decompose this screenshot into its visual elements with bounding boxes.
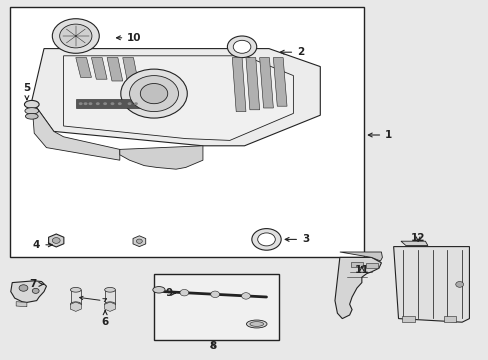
Circle shape bbox=[455, 282, 463, 287]
Polygon shape bbox=[339, 252, 382, 261]
Circle shape bbox=[60, 24, 92, 48]
Circle shape bbox=[83, 102, 87, 105]
Text: 7: 7 bbox=[29, 279, 43, 289]
Polygon shape bbox=[245, 58, 259, 110]
Bar bbox=[350, 262, 362, 267]
Polygon shape bbox=[122, 58, 138, 83]
Ellipse shape bbox=[246, 320, 266, 328]
Circle shape bbox=[134, 102, 138, 105]
Circle shape bbox=[257, 233, 275, 246]
Circle shape bbox=[79, 102, 82, 105]
Circle shape bbox=[103, 102, 107, 105]
Polygon shape bbox=[63, 56, 293, 140]
Ellipse shape bbox=[104, 302, 115, 307]
Text: 2: 2 bbox=[280, 47, 304, 57]
Circle shape bbox=[88, 102, 92, 105]
Circle shape bbox=[110, 102, 114, 105]
Bar bbox=[71, 290, 81, 304]
Circle shape bbox=[129, 76, 178, 112]
Circle shape bbox=[118, 102, 122, 105]
Polygon shape bbox=[334, 257, 381, 319]
Polygon shape bbox=[76, 58, 91, 77]
Text: 8: 8 bbox=[209, 341, 216, 351]
Text: 6: 6 bbox=[102, 311, 108, 327]
Polygon shape bbox=[107, 58, 122, 81]
Circle shape bbox=[52, 238, 60, 243]
Ellipse shape bbox=[24, 100, 39, 108]
Circle shape bbox=[180, 289, 188, 296]
Ellipse shape bbox=[104, 287, 115, 292]
Ellipse shape bbox=[152, 287, 165, 293]
Ellipse shape bbox=[25, 108, 39, 114]
Circle shape bbox=[233, 40, 250, 53]
Text: 11: 11 bbox=[354, 265, 368, 275]
Text: 12: 12 bbox=[410, 233, 425, 243]
Text: 9: 9 bbox=[165, 288, 175, 298]
Bar bbox=[365, 263, 377, 268]
Text: 1: 1 bbox=[367, 130, 391, 140]
Circle shape bbox=[251, 229, 281, 250]
Polygon shape bbox=[11, 281, 46, 302]
Polygon shape bbox=[232, 58, 245, 112]
Bar bbox=[443, 316, 455, 322]
Polygon shape bbox=[32, 101, 120, 160]
Polygon shape bbox=[400, 241, 427, 246]
Polygon shape bbox=[393, 247, 468, 322]
Text: 5: 5 bbox=[23, 83, 30, 100]
Bar bbox=[105, 290, 115, 304]
Circle shape bbox=[32, 288, 39, 293]
Ellipse shape bbox=[25, 113, 38, 119]
Polygon shape bbox=[32, 49, 320, 146]
Circle shape bbox=[121, 69, 187, 118]
Circle shape bbox=[52, 19, 99, 53]
Circle shape bbox=[136, 239, 142, 243]
Polygon shape bbox=[273, 58, 286, 106]
Polygon shape bbox=[16, 302, 27, 307]
Ellipse shape bbox=[70, 287, 81, 292]
Text: 4: 4 bbox=[33, 240, 52, 250]
Circle shape bbox=[19, 285, 28, 291]
Bar bbox=[402, 316, 414, 322]
Circle shape bbox=[140, 84, 167, 104]
Bar bbox=[154, 274, 278, 340]
Circle shape bbox=[127, 102, 131, 105]
Text: 3: 3 bbox=[285, 234, 308, 244]
Bar bbox=[76, 99, 142, 108]
Polygon shape bbox=[91, 58, 107, 79]
Circle shape bbox=[96, 102, 100, 105]
Circle shape bbox=[227, 36, 256, 58]
Polygon shape bbox=[120, 146, 203, 169]
Circle shape bbox=[210, 291, 219, 297]
Polygon shape bbox=[259, 58, 273, 108]
Ellipse shape bbox=[70, 302, 81, 307]
Bar bbox=[10, 7, 364, 257]
Ellipse shape bbox=[249, 322, 263, 326]
Text: 10: 10 bbox=[116, 33, 142, 43]
Circle shape bbox=[241, 293, 250, 299]
